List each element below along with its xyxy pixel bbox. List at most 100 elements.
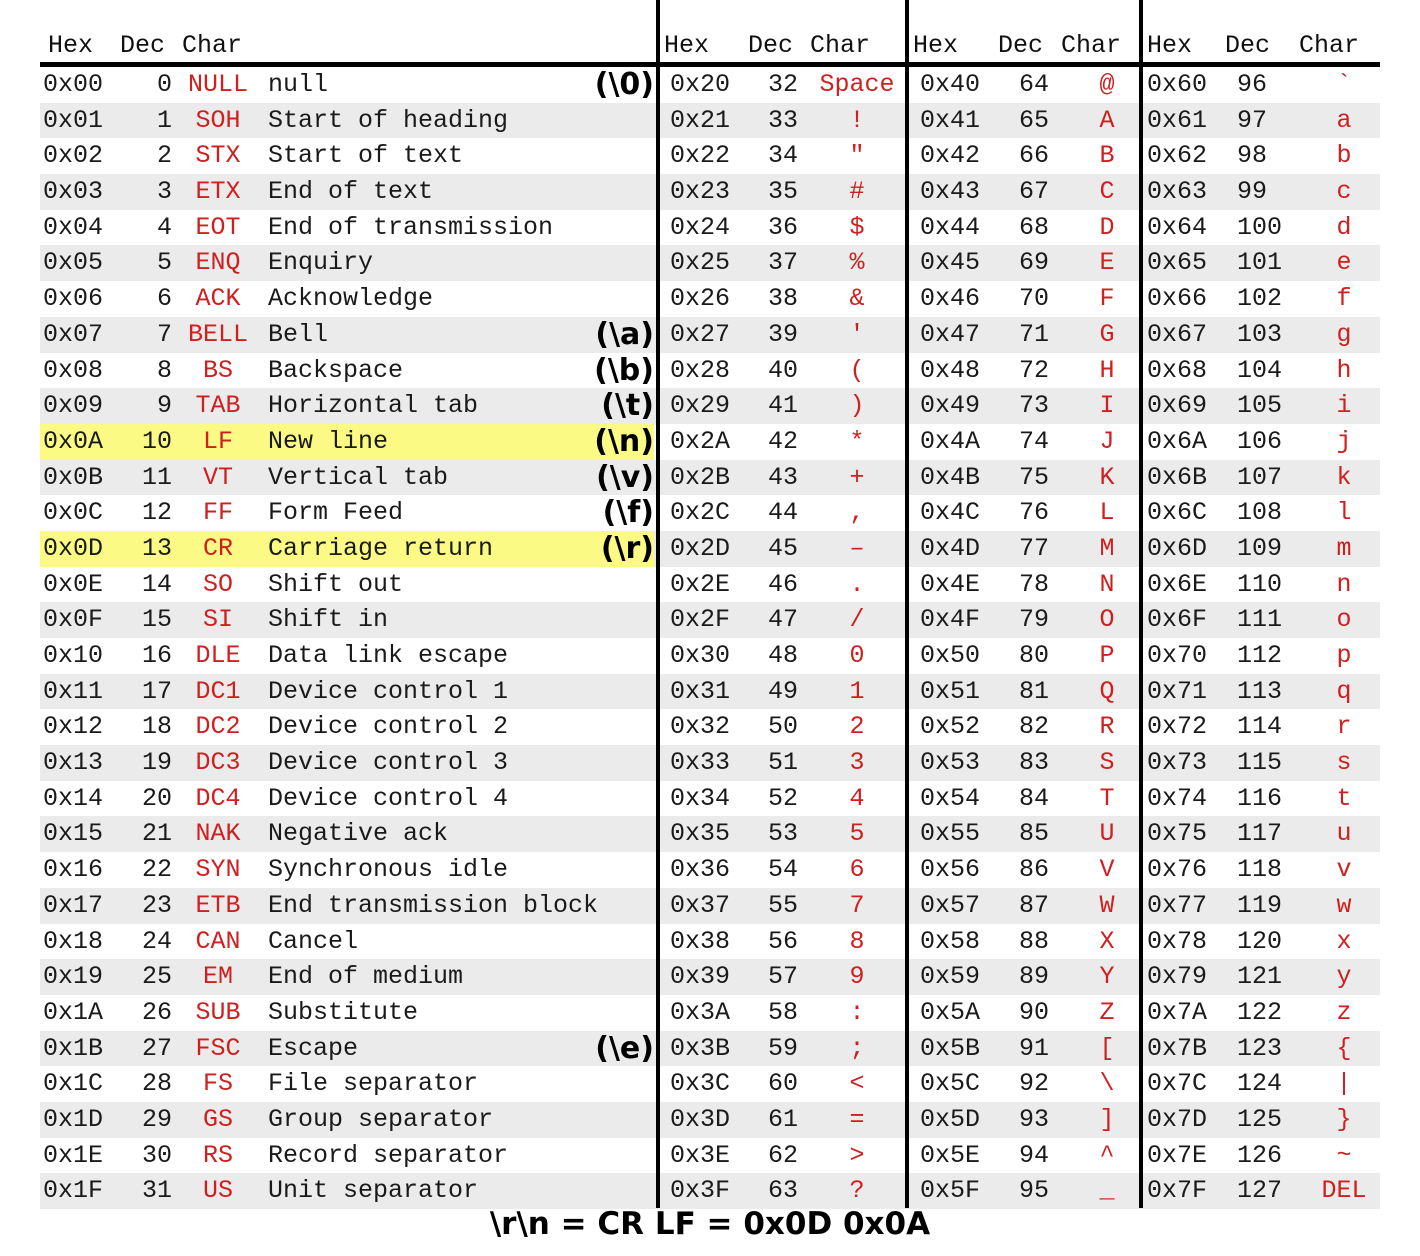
hex-value: 0x6B — [1147, 462, 1208, 492]
hex-value: 0x41 — [920, 105, 981, 135]
printable-char: ~ — [1336, 1140, 1352, 1170]
printable-char: o — [1336, 605, 1352, 635]
hex-value: 0x4F — [920, 605, 981, 635]
hex-value: 0x31 — [670, 676, 731, 706]
hex-value: 0x7C — [1147, 1069, 1208, 1099]
printable-char: . — [849, 569, 865, 599]
hex-value: 0x47 — [920, 319, 981, 349]
control-description: End of transmission — [268, 212, 554, 242]
control-abbr: DC2 — [195, 712, 241, 742]
hex-value: 0x0B — [43, 462, 104, 492]
hex-value: 0x69 — [1147, 391, 1208, 421]
control-abbr: EM — [202, 962, 233, 992]
hex-value: 0x50 — [920, 641, 981, 670]
dec-value: 57 — [768, 962, 799, 992]
dec-value: 80 — [1019, 641, 1050, 670]
hex-value: 0x6D — [1147, 533, 1208, 563]
printable-char: O — [1099, 605, 1115, 635]
printable-char: 5 — [849, 819, 865, 849]
hex-value: 0x27 — [670, 319, 731, 349]
printable-char: g — [1336, 319, 1352, 349]
printable-char: e — [1336, 248, 1352, 278]
table-row: 0x05 5 ENQ Enquiry 0x25 37% 0x45 69 E 0x65 101 e — [40, 245, 1380, 282]
table-body: 0x00 0 NULL null (\0) 0x20 32 Space 0x40 64 @0x60 9… — [40, 67, 1380, 1209]
dec-value: 98 — [1237, 141, 1268, 171]
dec-value: 93 — [1019, 1104, 1050, 1134]
printable-char: < — [849, 1069, 865, 1099]
table-row: 0x16 22 SYN Synchronous idle 0x36 54 6 0x56 86 V 0… — [40, 852, 1380, 888]
printable-char: W — [1099, 890, 1115, 920]
hex-value: 0x4D — [920, 533, 981, 563]
header-char: Char — [810, 31, 871, 60]
dec-value: 104 — [1237, 355, 1283, 385]
printable-char: 6 — [849, 855, 865, 885]
escape-sequence: (\f) — [602, 495, 654, 531]
dec-value: 22 — [141, 855, 172, 885]
control-abbr: BELL — [187, 319, 248, 349]
printable-char: x — [1336, 926, 1352, 956]
hex-value: 0x1B — [43, 1033, 104, 1063]
control-description: Form Feed — [268, 498, 404, 528]
dec-value: 52 — [768, 783, 799, 813]
hex-value: 0x61 — [1147, 105, 1208, 135]
table-row: 0x03 3 ETX End of text 0x23 35 #0x43 67 C 0x63 99 c — [40, 174, 1380, 210]
hex-value: 0x5E — [920, 1140, 981, 1170]
dec-value: 95 — [1019, 1176, 1050, 1206]
header-hex: Hex — [664, 31, 710, 60]
dec-value: 26 — [141, 997, 172, 1027]
dec-value: 76 — [1019, 498, 1050, 528]
dec-value: 2 — [156, 141, 172, 171]
hex-value: 0x18 — [43, 926, 104, 956]
printable-char: H — [1099, 355, 1115, 385]
column-divider — [656, 0, 660, 1208]
printable-char: 1 — [849, 676, 865, 706]
dec-value: 89 — [1019, 962, 1050, 992]
table-row: 0x19 25 EM End of medium 0x39 57 9 0x59 89 Y 0x79 1… — [40, 959, 1380, 995]
hex-value: 0x43 — [920, 177, 981, 207]
dec-value: 15 — [141, 605, 172, 635]
control-abbr: TAB — [195, 391, 241, 421]
hex-value: 0x6C — [1147, 498, 1208, 528]
dec-value: 123 — [1237, 1033, 1283, 1063]
hex-value: 0x2C — [670, 498, 731, 528]
escape-sequence: (\v) — [596, 459, 654, 495]
control-abbr: NULL — [187, 70, 248, 99]
dec-value: 43 — [768, 462, 799, 492]
control-abbr: SI — [202, 605, 233, 635]
hex-value: 0x4A — [920, 426, 981, 456]
printable-char: G — [1099, 319, 1115, 349]
control-description: Start of heading — [268, 105, 509, 135]
hex-value: 0x20 — [670, 70, 731, 99]
table-row: 0x11 17 DC1 Device control 1 0x31 49 1 0x51 81 Q 0… — [40, 673, 1380, 710]
hex-value: 0x36 — [670, 855, 731, 885]
printable-char: + — [849, 462, 865, 492]
dec-value: 88 — [1019, 926, 1050, 956]
hex-value: 0x19 — [43, 962, 104, 992]
hex-value: 0x01 — [43, 105, 104, 135]
dec-value: 53 — [768, 819, 799, 849]
dec-value: 71 — [1019, 319, 1050, 349]
control-description: Device control 1 — [268, 676, 509, 706]
printable-char: j — [1336, 426, 1352, 456]
hex-value: 0x0C — [43, 498, 104, 528]
dec-value: 105 — [1237, 391, 1283, 421]
header-hex: Hex — [1147, 31, 1193, 60]
dec-value: 27 — [141, 1033, 172, 1063]
dec-value: 84 — [1019, 783, 1050, 813]
hex-value: 0x30 — [670, 641, 731, 670]
dec-value: 81 — [1019, 676, 1050, 706]
dec-value: 5 — [156, 248, 172, 278]
printable-char: c — [1336, 177, 1352, 207]
dec-value: 48 — [768, 641, 799, 670]
dec-value: 47 — [768, 605, 799, 635]
dec-value: 33 — [768, 105, 799, 135]
hex-value: 0x5D — [920, 1104, 981, 1134]
hex-value: 0x0E — [43, 569, 104, 599]
dec-value: 100 — [1237, 212, 1283, 242]
dec-value: 78 — [1019, 569, 1050, 599]
control-description: Device control 4 — [268, 783, 509, 813]
control-description: Substitute — [268, 997, 419, 1027]
printable-char: ` — [1336, 70, 1352, 99]
dec-value: 108 — [1237, 498, 1283, 528]
dec-value: 115 — [1237, 748, 1283, 778]
